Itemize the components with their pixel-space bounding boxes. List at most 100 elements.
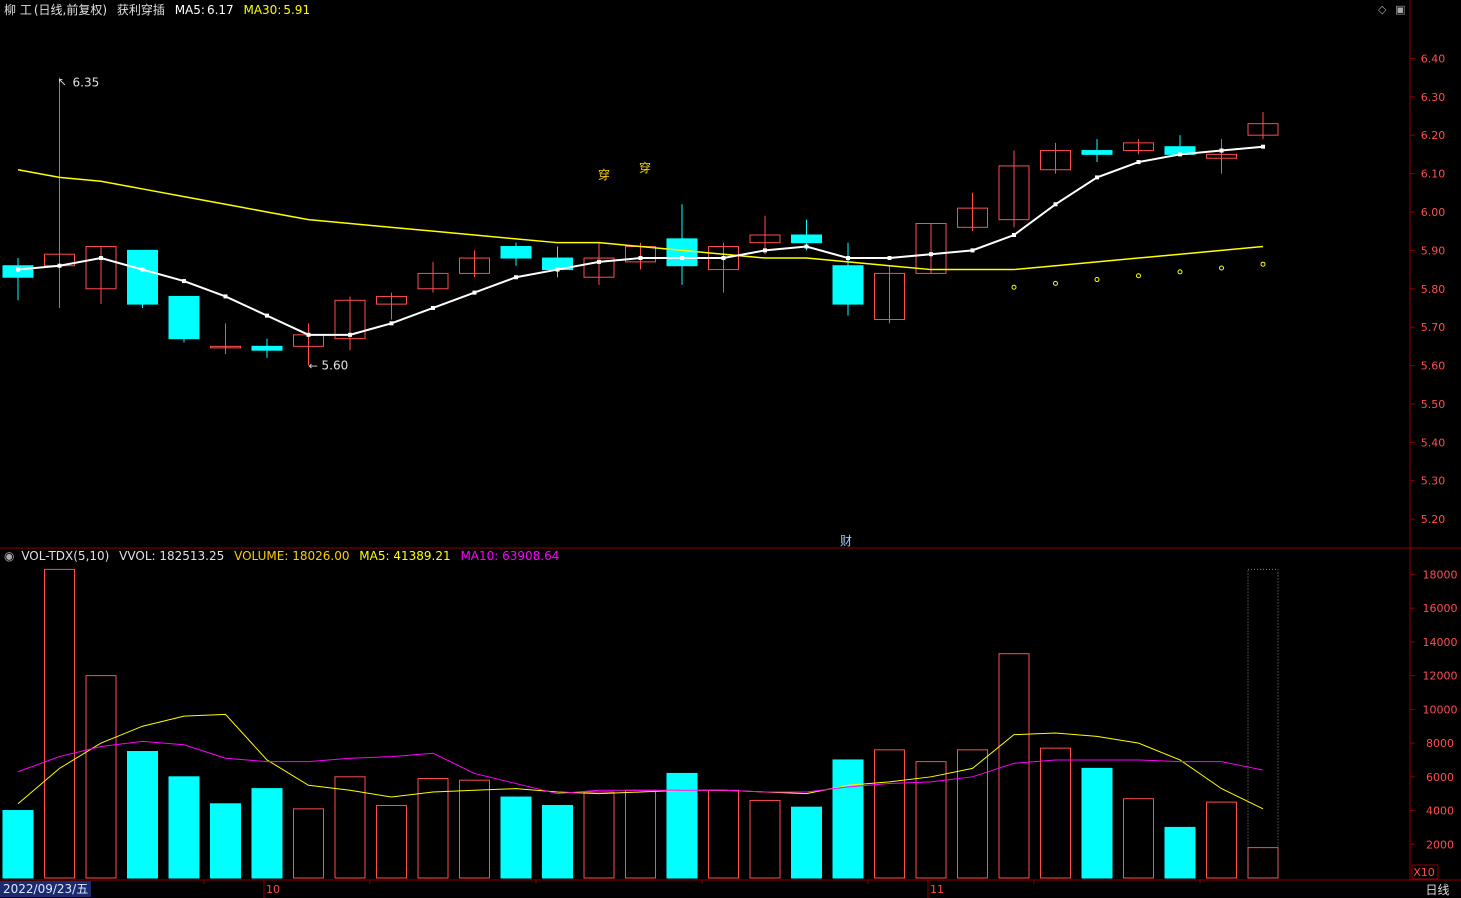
ma30-label: MA30: (243, 3, 282, 17)
projection-point (1260, 261, 1266, 267)
candle (85, 246, 117, 305)
volume-ma10-line (17, 740, 1264, 795)
projection-point (1011, 284, 1017, 290)
volume-bar (2, 810, 34, 879)
candle-body (85, 246, 117, 290)
candle (998, 150, 1030, 228)
price-tick-label: 6.20 (1421, 129, 1446, 142)
volume-panel (2, 568, 1279, 879)
ma5-line-point (763, 248, 767, 253)
volume-tick-label: 2000 (1426, 838, 1454, 851)
volume-tick-label: 8000 (1426, 737, 1454, 750)
ma5-line-point (265, 313, 269, 318)
candle (1123, 139, 1154, 155)
candle-body (791, 234, 822, 244)
ma5-line-point (514, 275, 518, 280)
ma5-line-point (306, 332, 311, 337)
candle-body (1206, 153, 1237, 159)
candle-body (583, 257, 615, 278)
indicator-name[interactable]: 获利穿插 (116, 3, 165, 17)
candle (749, 215, 781, 255)
price-tick-label: 5.70 (1421, 321, 1446, 334)
volume-collapse-icon[interactable]: ◉ (4, 549, 15, 563)
tab-daily[interactable]: 日线 (1425, 883, 1450, 897)
candle (666, 204, 698, 285)
candlestick-panel: ↖ 6.35 ← 5.60 穿 穿财 (2, 76, 1279, 548)
candle-body (1081, 150, 1113, 155)
volume-tick-label: 4000 (1426, 805, 1454, 818)
candle-body (334, 299, 366, 340)
volume-bar (1040, 747, 1071, 879)
candle (127, 249, 158, 308)
candle-body (915, 222, 947, 274)
candle-body (1040, 150, 1071, 171)
candle-body (749, 234, 781, 244)
candle-body (666, 238, 698, 267)
volume-header: ◉ VOL-TDX(5,10) VVOL: 182513.25 VOLUME: … (4, 548, 565, 564)
candle-body (251, 345, 283, 351)
vol-indicator-name[interactable]: VOL-TDX(5,10) (21, 549, 110, 563)
volume-bar (251, 788, 283, 879)
candle (1247, 112, 1279, 140)
volume-bar (915, 761, 947, 879)
ma5-line-point (887, 256, 892, 261)
ma5-line-point (597, 259, 601, 264)
volume-bar (44, 568, 75, 879)
candle (1164, 135, 1196, 155)
projection-point (1094, 277, 1100, 283)
volume-tick-label: 12000 (1423, 670, 1458, 683)
ma5-line-point (472, 290, 477, 295)
window-icon[interactable]: ▣ (1395, 3, 1406, 16)
volume-bar (1206, 801, 1237, 879)
vvol-value: VVOL: 182513.25 (119, 549, 225, 563)
ma5-line-point (348, 332, 352, 337)
volume-bar (998, 653, 1030, 879)
price-tick-label: 5.90 (1421, 244, 1446, 257)
date-readout: 2022/09/23/五 (0, 881, 92, 897)
vol-ma5-value: MA5: 41389.21 (359, 549, 451, 563)
volume-bar (1247, 847, 1279, 879)
candle-body (168, 295, 200, 340)
candle (44, 77, 75, 308)
candle-body (874, 272, 905, 320)
volume-bar (1123, 798, 1154, 879)
candle (2, 258, 34, 301)
ma5-line-point (970, 248, 975, 253)
candle (1081, 139, 1113, 163)
volume-bar (749, 799, 781, 879)
signal-marker: 穿 (598, 167, 610, 182)
ma5-label: MA5: (174, 3, 205, 17)
candle (542, 246, 573, 278)
candle (1206, 139, 1237, 174)
ma5-line-point (680, 256, 684, 261)
finance-marker: 财 (840, 534, 852, 548)
candle (376, 292, 407, 320)
ma5-line-point (16, 267, 20, 272)
projection-point (1177, 269, 1183, 275)
volume-tick-label: 18000 (1423, 568, 1458, 581)
month-label-10: 10 (266, 883, 280, 896)
volume-bar (542, 804, 573, 879)
ma5-line-point (1012, 233, 1016, 238)
candle-body (957, 207, 988, 228)
volume-bar (1081, 767, 1113, 879)
volume-tick-label: 14000 (1423, 636, 1458, 649)
ma5-line-point (99, 256, 103, 261)
volume-bar (334, 776, 366, 879)
projection-point (1136, 273, 1141, 279)
ma5-line-point (1136, 160, 1141, 165)
volume-ma5-line (17, 713, 1264, 810)
candle (210, 323, 241, 355)
candle (459, 250, 490, 278)
ma30-line (17, 168, 1264, 271)
candle-body (127, 249, 158, 305)
diamond-icon[interactable]: ◇ (1378, 3, 1387, 16)
projection-point (1053, 280, 1058, 286)
ma5-line-point (804, 244, 809, 249)
volume-bar (583, 791, 615, 879)
ma5-line-point (1219, 148, 1224, 153)
candle-body (998, 165, 1030, 221)
volume-bar (1164, 826, 1196, 879)
month-label-11: 11 (930, 883, 944, 896)
candle (417, 261, 449, 293)
